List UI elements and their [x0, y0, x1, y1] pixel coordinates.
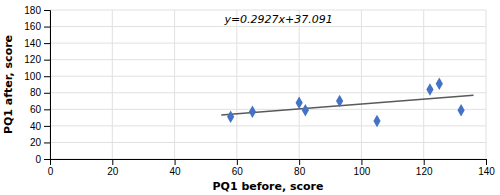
x-tick: 40 [170, 159, 182, 177]
y-grid-line [50, 43, 486, 44]
chart: 0 20 40 60 80 100 120 140 0 20 40 60 80 100 120 140 160 1… [0, 0, 500, 195]
y-tick-label: 20 [30, 137, 42, 148]
x-grid-line [299, 10, 300, 159]
y-tick: 60 [30, 104, 50, 115]
y-grid-line [50, 10, 486, 11]
x-grid-line [112, 10, 113, 159]
y-tick: 20 [30, 137, 50, 148]
x-tick-mark [112, 159, 113, 165]
y-tick-mark [44, 10, 50, 11]
x-grid-line [486, 10, 487, 159]
trend-line [221, 95, 473, 115]
x-grid-line [423, 10, 424, 159]
point [249, 106, 256, 118]
y-grid-line [50, 92, 486, 93]
point [426, 83, 433, 95]
x-tick-mark [424, 159, 425, 165]
x-tick: 60 [232, 159, 244, 177]
point [302, 104, 309, 116]
y-tick-mark [44, 27, 50, 28]
y-tick-label: 140 [24, 38, 41, 49]
y-axis-title: PQ1 after, score [2, 35, 15, 134]
y-tick-label: 0 [35, 154, 41, 165]
x-tick-mark [299, 159, 300, 165]
x-grid-line [174, 10, 175, 159]
x-tick-label: 80 [294, 166, 306, 177]
x-tick: 20 [107, 159, 119, 177]
x-grid-line [361, 10, 362, 159]
x-tick-mark [486, 159, 487, 165]
y-axis: 0 20 40 60 80 100 120 140 160 180 [24, 5, 50, 165]
x-tick: 0 [48, 159, 54, 177]
grid [50, 10, 486, 159]
y-tick-mark [44, 142, 50, 143]
y-tick: 180 [24, 5, 50, 16]
y-axis-line [44, 11, 51, 160]
x-tick-label: 100 [354, 166, 371, 177]
point [457, 104, 464, 116]
x-tick: 100 [354, 159, 371, 177]
y-tick: 140 [24, 38, 50, 49]
y-tick-mark [44, 109, 50, 110]
y-grid-line [50, 125, 486, 126]
x-tick-label: 60 [232, 166, 244, 177]
y-tick-mark [44, 60, 50, 61]
y-tick-label: 120 [24, 54, 41, 65]
x-axis-title: PQ1 before, score [213, 180, 324, 193]
x-tick-label: 0 [48, 166, 54, 177]
x-tick-label: 120 [416, 166, 433, 177]
y-tick-mark [44, 93, 50, 94]
equation: y=0.2927x+37.091 [223, 13, 332, 26]
y-tick-label: 40 [30, 121, 42, 132]
y-tick-mark [44, 43, 50, 44]
x-grid-line [236, 10, 237, 159]
point [336, 95, 343, 107]
x-tick: 80 [294, 159, 306, 177]
point [227, 111, 234, 123]
y-tick-label: 80 [30, 87, 42, 98]
y-tick-label: 100 [24, 71, 41, 82]
plot: 0 20 40 60 80 100 120 140 0 20 40 60 80 100 120 140 160 1… [24, 5, 495, 177]
y-tick: 120 [24, 54, 50, 65]
y-tick: 80 [30, 87, 50, 98]
x-axis-line [51, 160, 487, 166]
x-axis: 0 20 40 60 80 100 120 140 [48, 159, 496, 177]
y-grid-line [50, 59, 486, 60]
y-tick: 0 [35, 154, 50, 165]
y-tick-mark [44, 126, 50, 127]
y-tick-label: 160 [24, 21, 41, 32]
y-tick-mark [44, 159, 50, 160]
x-tick: 140 [478, 159, 495, 177]
x-tick-mark [361, 159, 362, 165]
x-tick-mark [175, 159, 176, 165]
x-tick-label: 20 [107, 166, 119, 177]
y-tick-label: 180 [24, 5, 41, 16]
y-grid-line [50, 142, 486, 143]
y-tick: 100 [24, 71, 50, 82]
y-tick: 40 [30, 121, 50, 132]
x-tick-label: 140 [478, 166, 495, 177]
point [373, 115, 380, 127]
y-grid-line [50, 76, 486, 77]
y-tick-label: 60 [30, 104, 42, 115]
x-tick: 120 [416, 159, 433, 177]
marks [221, 77, 473, 127]
y-grid-line [50, 109, 486, 110]
y-tick: 160 [24, 21, 50, 32]
y-tick-mark [44, 76, 50, 77]
point [296, 96, 303, 108]
x-tick-label: 40 [170, 166, 182, 177]
y-grid-line [50, 26, 486, 27]
point [436, 77, 443, 89]
x-tick-mark [237, 159, 238, 165]
